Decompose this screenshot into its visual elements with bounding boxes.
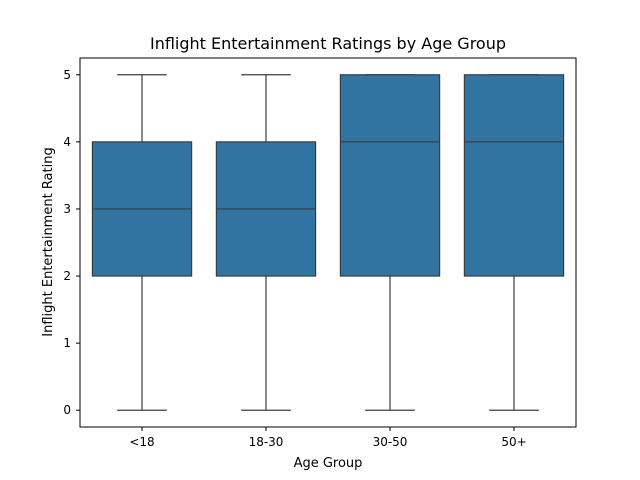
box-group (215, 74, 317, 411)
y-axis-label: Inflight Entertainment Rating (41, 147, 56, 336)
x-axis-label: Age Group (294, 456, 363, 471)
y-axis: 0 1 2 3 4 5 (63, 68, 80, 417)
x-tick-label: <18 (129, 435, 154, 449)
y-tick-label: 2 (63, 269, 71, 283)
y-tick-label: 0 (63, 403, 71, 417)
y-tick-label: 3 (63, 202, 71, 216)
plot-area (91, 74, 565, 411)
box-group (91, 74, 193, 411)
box (463, 74, 565, 277)
chart-title: Inflight Entertainment Ratings by Age Gr… (150, 34, 506, 53)
y-tick-label: 1 (63, 336, 71, 350)
x-tick-label: 18-30 (249, 435, 284, 449)
box-group (463, 74, 565, 411)
x-tick-label: 30-50 (373, 435, 408, 449)
box-group (339, 74, 441, 411)
x-axis: <18 18-30 30-50 50+ (129, 427, 527, 449)
y-tick-label: 4 (63, 135, 71, 149)
plot-frame (79, 57, 577, 428)
box (339, 74, 441, 277)
y-tick-label: 5 (63, 68, 71, 82)
x-tick-label: 50+ (501, 435, 526, 449)
